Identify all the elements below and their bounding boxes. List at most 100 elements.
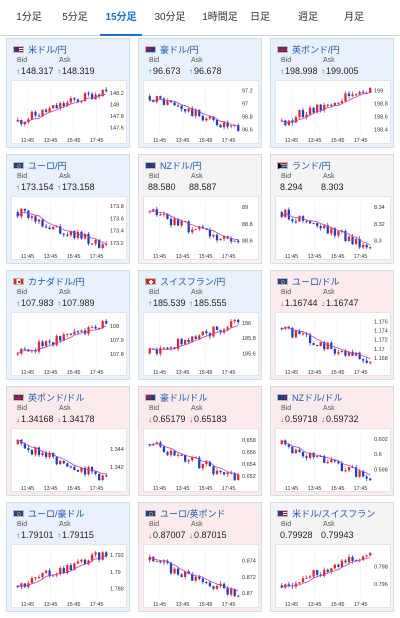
- tab-0[interactable]: 1分足: [16, 12, 42, 23]
- candle-body: [305, 456, 308, 458]
- candle-body: [230, 238, 233, 242]
- tab-1[interactable]: 5分足: [62, 12, 88, 23]
- candle-body: [76, 331, 80, 333]
- card-header: 豪ドル/ドル: [145, 391, 208, 403]
- currency-card[interactable]: ユーロ/英ポンド Bid Ask ↓0.87007 ↓0.87015 0.874 0.872…: [138, 502, 262, 612]
- currency-card[interactable]: 米ドル/スイスフラン Bid Ask 0.79928 0.79943 0.798 0.796…: [270, 502, 394, 612]
- currency-card[interactable]: 豪ドル/円 Bid Ask ↑96.673 ↑96.678 97.2 97 96.8 96.6 1…: [138, 38, 262, 148]
- currency-card[interactable]: 英ポンド/ドル Bid Ask ↓1.34168 ↓1.34178 1.344 1.342 1…: [6, 386, 130, 496]
- tab-5[interactable]: 日足: [250, 12, 270, 23]
- pair-name[interactable]: ユーロ/豪ドル: [28, 508, 85, 519]
- pair-name[interactable]: 英ポンド/ドル: [28, 392, 85, 403]
- candle-body: [23, 122, 26, 125]
- down-arrow-icon: ↓: [148, 415, 152, 424]
- x-tick-label: 15:45: [331, 254, 345, 260]
- tab-6[interactable]: 週足: [298, 12, 318, 23]
- pair-name[interactable]: ユーロ/英ポンド: [160, 508, 226, 519]
- x-tick-label: 11:45: [285, 370, 298, 376]
- x-tick-label: 17:45: [354, 254, 368, 260]
- candle-body: [291, 219, 294, 222]
- chart-area[interactable]: 1.344 1.342 11:45 13:45 15:45 17:45: [11, 428, 127, 492]
- pair-name[interactable]: 豪ドル/ドル: [160, 392, 208, 403]
- x-tick-label: 13:45: [176, 486, 190, 492]
- candle-body: [333, 102, 336, 106]
- chart-area[interactable]: 0.602 0.6 0.598 11:45 13:45 15:45 17:45: [275, 428, 391, 492]
- currency-card[interactable]: ユーロ/ドル Bid Ask ↓1.16744 ↓1.16747 1.176 1.174 1.…: [270, 270, 394, 380]
- candle-body: [326, 225, 329, 234]
- currency-card[interactable]: 英ポンド/円 Bid Ask ↑198.998 ↑199.005 199 198.8 198.…: [270, 38, 394, 148]
- currency-card[interactable]: NZドル/円 Bid Ask 88.580 88.587 89 88.8 88.6 11:45 1…: [138, 154, 262, 264]
- candle-body: [23, 348, 26, 350]
- chart-area[interactable]: 108 107.9 107.8 11:45 13:45 15:45 17:45: [11, 312, 127, 376]
- chart-area[interactable]: 97.2 97 96.8 96.6 11:45 13:45 15:45 17:45: [143, 80, 259, 144]
- flag-icon: [145, 161, 156, 169]
- ask-label: Ask: [191, 173, 203, 180]
- pair-name[interactable]: 英ポンド/円: [292, 44, 340, 55]
- bid-label: Bid: [149, 289, 160, 296]
- tab-3[interactable]: 30分足: [154, 12, 186, 23]
- candle-body: [316, 456, 319, 458]
- pair-name[interactable]: ランド/円: [292, 160, 331, 171]
- candle-body: [205, 582, 208, 584]
- bid-label: Bid: [17, 289, 28, 296]
- candle-body: [205, 461, 208, 465]
- chart-area[interactable]: 186 185.8 185.6 11:45 13:45 15:45 17:45: [143, 312, 259, 376]
- y-tick-label: 185.6: [242, 352, 256, 358]
- candle-body: [87, 233, 90, 244]
- x-tick-label: 11:45: [21, 486, 34, 492]
- chart-area[interactable]: 199 198.8 198.6 198.4 11:45 13:45 15:45 17:45: [275, 80, 391, 144]
- currency-card[interactable]: ユーロ/豪ドル Bid Ask ↑1.79101 ↑1.79115 1.792 1.79 1.…: [6, 502, 130, 612]
- candle-body: [369, 87, 372, 93]
- pair-name[interactable]: ユーロ/ドル: [292, 276, 340, 287]
- chart-area[interactable]: 8.34 8.32 8.3 11:45 13:45 15:45 17:45: [275, 196, 391, 260]
- pair-name[interactable]: ユーロ/円: [28, 160, 67, 171]
- pair-name[interactable]: スイスフラン/円: [160, 276, 226, 287]
- candle-body: [80, 559, 83, 562]
- candle-body: [344, 470, 347, 472]
- candle-body: [16, 212, 19, 217]
- candle-body: [323, 456, 326, 463]
- pair-name[interactable]: 豪ドル/円: [160, 44, 199, 55]
- y-tick-label: 147.8: [110, 114, 124, 120]
- x-tick-label: 13:45: [308, 138, 322, 144]
- chart-area[interactable]: 148.2 148 147.8 147.6 11:45 13:45 15:45 17:45: [11, 80, 127, 144]
- chart-area[interactable]: 0.658 0.656 0.654 0.652 11:45 13:45 15:45 17:45: [143, 428, 259, 492]
- pair-name[interactable]: NZドル/円: [160, 160, 202, 171]
- chart-area[interactable]: 1.792 1.79 1.788 11:45 13:45 15:45 17:45: [11, 544, 127, 608]
- currency-card[interactable]: ランド/円 Bid Ask 8.294 8.303 8.34 8.32 8.3 11:45 13:…: [270, 154, 394, 264]
- currency-card[interactable]: ユーロ/円 Bid Ask ↑173.154 ↑173.158 173.8 173.6 173…: [6, 154, 130, 264]
- pair-name[interactable]: 米ドル/スイスフラン: [292, 508, 376, 519]
- tab-7[interactable]: 月足: [344, 12, 364, 23]
- candle-body: [194, 109, 197, 116]
- bid-price: 0.79928: [280, 530, 313, 540]
- y-tick-label: 0.598: [374, 468, 388, 474]
- down-arrow-icon: ↓: [321, 415, 325, 424]
- currency-card[interactable]: 豪ドル/ドル Bid Ask ↓0.65179 ↓0.65183 0.658 0.656 0.…: [138, 386, 262, 496]
- pair-name[interactable]: 米ドル/円: [28, 44, 67, 55]
- moving-average-line: [149, 443, 239, 475]
- currency-card[interactable]: カナダドル/円 Bid Ask ↑107.983 ↑107.989 108 107.9 107…: [6, 270, 130, 380]
- pair-name[interactable]: カナダドル/円: [28, 276, 85, 287]
- tab-4[interactable]: 1時間足: [202, 12, 238, 23]
- chart-area[interactable]: 1.176 1.174 1.172 1.17 1.168 11:45 13:45 15:45 1…: [275, 312, 391, 376]
- candle-body: [105, 321, 108, 324]
- x-tick-label: 17:45: [90, 254, 104, 260]
- y-tick-label: 88.8: [242, 222, 253, 228]
- candle-body: [294, 583, 298, 587]
- candle-body: [298, 216, 301, 222]
- chart-area[interactable]: 173.8 173.6 173.4 173.2 11:45 13:45 15:45 17:45: [11, 196, 127, 260]
- chart-area[interactable]: 0.798 0.796 11:45 13:45 15:45 17:45: [275, 544, 391, 608]
- currency-card[interactable]: NZドル/ドル Bid Ask ↓0.59718 ↓0.59732 0.602 0.6 0.5…: [270, 386, 394, 496]
- currency-card[interactable]: スイスフラン/円 Bid Ask ↑185.539 ↑185.555 186 185.8 18…: [138, 270, 262, 380]
- chart-area[interactable]: 89 88.8 88.6 11:45 13:45 15:45 17:45: [143, 196, 259, 260]
- tab-2[interactable]: 15分足: [100, 0, 142, 36]
- x-tick-label: 11:45: [153, 486, 166, 492]
- pair-name[interactable]: NZドル/ドル: [292, 392, 343, 403]
- x-tick-label: 13:45: [44, 486, 58, 492]
- y-tick-label: 96.6: [242, 128, 253, 134]
- chart-area[interactable]: 0.874 0.872 0.87 11:45 13:45 15:45 17:45: [143, 544, 259, 608]
- x-tick-label: 15:45: [331, 370, 345, 376]
- currency-card[interactable]: 米ドル/円 Bid Ask ↑148.317 ↑148.319 148.2 148 147.8…: [6, 38, 130, 148]
- candle-body: [44, 452, 48, 457]
- bid-price: 8.294: [280, 182, 303, 192]
